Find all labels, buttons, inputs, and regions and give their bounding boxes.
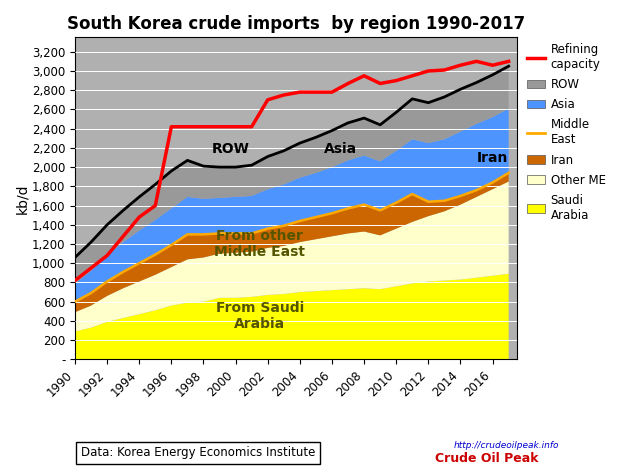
Text: Crude Oil Peak: Crude Oil Peak bbox=[435, 452, 538, 465]
Y-axis label: kb/d: kb/d bbox=[15, 183, 29, 213]
Text: Asia: Asia bbox=[324, 142, 357, 156]
Text: Data: Korea Energy Economics Institute: Data: Korea Energy Economics Institute bbox=[81, 446, 315, 459]
Text: ROW: ROW bbox=[212, 142, 250, 156]
Text: From other
Middle East: From other Middle East bbox=[214, 229, 305, 259]
Legend: Refining
capacity, ROW, Asia, Middle
East, Iran, Other ME, Saudi
Arabia: Refining capacity, ROW, Asia, Middle Eas… bbox=[527, 43, 605, 222]
Text: http://crudeoilpeak.info: http://crudeoilpeak.info bbox=[453, 441, 559, 450]
Title: South Korea crude imports  by region 1990-2017: South Korea crude imports by region 1990… bbox=[66, 15, 525, 33]
Text: Iran: Iran bbox=[476, 151, 508, 165]
Text: From Saudi
Arabia: From Saudi Arabia bbox=[215, 301, 304, 331]
